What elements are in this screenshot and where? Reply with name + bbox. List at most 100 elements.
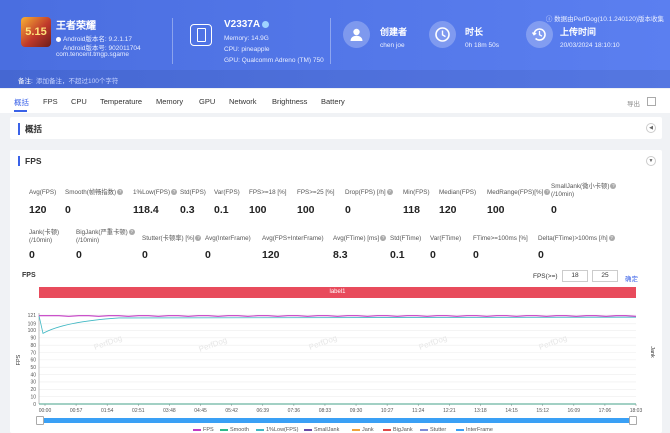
stat-value: 8.3 bbox=[333, 249, 348, 261]
tab-temperature[interactable]: Temperature bbox=[100, 97, 143, 106]
help-icon[interactable]: ? bbox=[544, 189, 551, 196]
tab-brightness[interactable]: Brightness bbox=[272, 97, 308, 106]
scrollbar-handle-right[interactable] bbox=[629, 416, 637, 425]
stats_row1-stat-3: Std(FPS) 0.3 bbox=[180, 189, 206, 216]
legend-swatch bbox=[304, 428, 312, 431]
duration-value: 0h 18m 50s bbox=[465, 42, 499, 49]
legend-swatch bbox=[220, 428, 228, 431]
stat-label: 1%Low(FPS)? bbox=[133, 189, 178, 196]
overview-title: 概括 bbox=[18, 123, 42, 135]
legend-swatch bbox=[193, 428, 201, 431]
report-header: 5.15 王者荣耀 Android版本名: 9.2.1.17 Android版本… bbox=[0, 0, 670, 88]
creator-title: 创建者 bbox=[380, 27, 408, 37]
help-icon[interactable]: ? bbox=[380, 235, 387, 242]
legend-item-1-low-fps-[interactable]: 1%Low(FPS) bbox=[256, 427, 298, 433]
stat-value: 118 bbox=[403, 204, 420, 216]
help-icon[interactable]: ? bbox=[128, 229, 135, 236]
package-name: com.tencent.tmgp.sgame bbox=[56, 51, 129, 58]
stats_row1-stat-6: FPS>=25 [%] 100 bbox=[297, 189, 334, 216]
overview-collapse-button[interactable]: ◀ bbox=[646, 123, 656, 133]
stats_row1-stat-8: Min(FPS) 118 bbox=[403, 189, 430, 216]
stat-label: BigJank(严重卡顿)? bbox=[76, 229, 135, 236]
stat-label: Std(FTime) bbox=[390, 235, 422, 242]
stat-value: 0 bbox=[205, 249, 211, 261]
legend-item-interframe[interactable]: InterFrame bbox=[456, 427, 493, 433]
fps-threshold-1-input[interactable]: 18 bbox=[562, 270, 588, 282]
help-icon[interactable]: ? bbox=[171, 189, 178, 196]
stats_row1-stat-7: Drop(FPS) [/h]? 0 bbox=[345, 189, 393, 216]
stat-value: 0.3 bbox=[180, 204, 195, 216]
stat-label: FTime>=100ms [%] bbox=[473, 235, 528, 242]
stat-label: Smooth(帧畅指数)? bbox=[65, 189, 124, 196]
note-bar[interactable]: 备注: 添加备注，不超过100个字符 bbox=[0, 70, 670, 88]
stat-value: 0 bbox=[65, 204, 71, 216]
stats_row1-stat-11: SmallJank(微小卡顿)? (/10min) 0 bbox=[551, 183, 617, 216]
help-icon[interactable]: ? bbox=[608, 235, 615, 242]
stats_row1-stat-4: Var(FPS) 0.1 bbox=[214, 189, 240, 216]
stat-value: 120 bbox=[439, 204, 457, 216]
stat-label: Drop(FPS) [/h]? bbox=[345, 189, 393, 196]
stat-sublabel: (/10min) bbox=[76, 237, 100, 244]
stats_row2-stat-4: Avg(FPS+InterFrame) 120 bbox=[262, 235, 324, 261]
time-range-scrollbar[interactable] bbox=[39, 418, 636, 423]
phone-icon bbox=[190, 24, 212, 46]
help-icon[interactable]: ? bbox=[610, 183, 617, 190]
tab-battery[interactable]: Battery bbox=[321, 97, 345, 106]
stats_row2-stat-5: Avg(FTime) [ms]? 8.3 bbox=[333, 235, 387, 261]
stat-label: Stutter(卡顿率) [%]? bbox=[142, 235, 202, 242]
fps-threshold-label: FPS(>=) bbox=[533, 273, 558, 280]
legend-item-fps[interactable]: FPS bbox=[193, 427, 214, 433]
tab-gpu[interactable]: GPU bbox=[199, 97, 216, 106]
confirm-button[interactable]: 确定 bbox=[625, 276, 638, 283]
label-bar[interactable]: label1 bbox=[39, 287, 636, 298]
stat-label: SmallJank(微小卡顿)? bbox=[551, 183, 617, 190]
tab-cpu[interactable]: CPU bbox=[71, 97, 87, 106]
android-version: Android版本名: 9.2.1.17 bbox=[56, 33, 132, 43]
legend-swatch bbox=[420, 428, 428, 431]
stat-value: 120 bbox=[29, 204, 47, 216]
legend-item-jank[interactable]: Jank bbox=[352, 427, 374, 433]
scrollbar-handle-left[interactable] bbox=[36, 416, 44, 425]
export-icon[interactable] bbox=[647, 97, 656, 106]
export-button[interactable]: 导出 bbox=[627, 101, 640, 108]
stat-sublabel: (/10min) bbox=[29, 237, 53, 244]
stats_row1-stat-2: 1%Low(FPS)? 118.4 bbox=[133, 189, 178, 216]
tab-fps[interactable]: FPS bbox=[43, 97, 58, 106]
upload-title: 上传时间 bbox=[560, 27, 597, 37]
stat-value: 100 bbox=[487, 204, 505, 216]
stat-value: 0.1 bbox=[390, 249, 405, 261]
stats_row2-stat-7: Var(FTime) 0 bbox=[430, 235, 461, 261]
duration-title: 时长 bbox=[465, 27, 484, 37]
stat-label: MedRange(FPS)[%]? bbox=[487, 189, 551, 196]
tab-bar: 概括 FPS CPU Temperature Memory GPU Networ… bbox=[0, 89, 670, 113]
stats_row1-stat-9: Median(FPS) 120 bbox=[439, 189, 476, 216]
stat-value: 0 bbox=[473, 249, 479, 261]
stats_row1-stat-1: Smooth(帧畅指数)? 0 bbox=[65, 189, 124, 216]
stat-value: 0 bbox=[142, 249, 148, 261]
fps-threshold-2-input[interactable]: 25 bbox=[592, 270, 618, 282]
user-icon bbox=[343, 21, 370, 48]
help-icon[interactable]: ? bbox=[117, 189, 124, 196]
legend-item-bigjank[interactable]: BigJank bbox=[383, 427, 413, 433]
note-input[interactable]: 添加备注，不超过100个字符 bbox=[36, 78, 119, 85]
stats_row2-stat-1: BigJank(严重卡顿)? (/10min) 0 bbox=[76, 229, 135, 261]
help-icon[interactable]: ? bbox=[195, 235, 202, 242]
note-label: 备注: bbox=[18, 78, 33, 85]
stat-value: 0 bbox=[76, 249, 82, 261]
fps-collapse-button[interactable]: ▼ bbox=[646, 156, 656, 166]
device-memory: Memory: 14.9G bbox=[224, 35, 269, 42]
legend-item-smooth[interactable]: Smooth bbox=[220, 427, 249, 433]
legend-item-smalljank[interactable]: SmallJank bbox=[304, 427, 339, 433]
stat-value: 118.4 bbox=[133, 204, 159, 216]
stat-label: Var(FPS) bbox=[214, 189, 240, 196]
stats_row2-stat-8: FTime>=100ms [%] 0 bbox=[473, 235, 528, 261]
legend-item-stutter[interactable]: Stutter bbox=[420, 427, 446, 433]
legend-swatch bbox=[352, 428, 360, 431]
tab-memory[interactable]: Memory bbox=[156, 97, 184, 106]
android-icon bbox=[56, 36, 61, 42]
help-icon[interactable]: ? bbox=[386, 189, 393, 196]
tab-overview[interactable]: 概括 bbox=[14, 98, 29, 107]
overview-panel: 概括 ◀ bbox=[10, 117, 662, 139]
tab-network[interactable]: Network bbox=[229, 97, 257, 106]
stat-label: Jank(卡顿) bbox=[29, 229, 60, 236]
